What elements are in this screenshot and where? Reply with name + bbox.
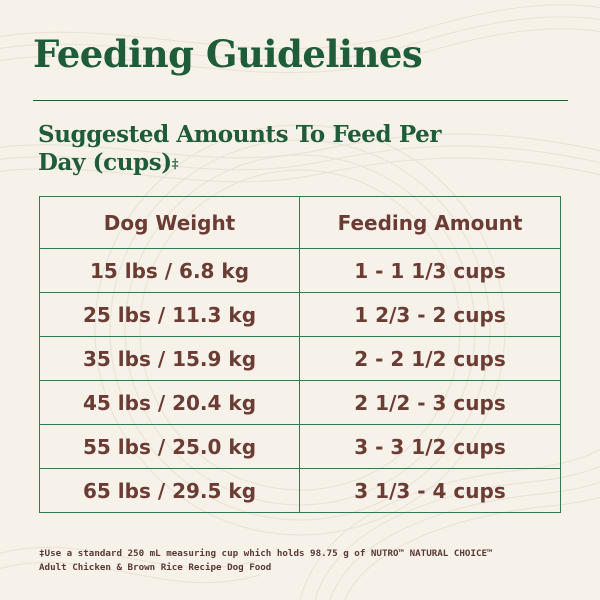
feeding-amount-cell: 1 - 1 1/3 cups [299, 248, 561, 293]
title-divider [33, 100, 568, 101]
column-header-dog-weight: Dog Weight [39, 196, 300, 249]
dog-weight-cell: 15 lbs / 6.8 kg [39, 248, 300, 293]
page-title: Feeding Guidelines [33, 32, 423, 76]
table-subtitle: Suggested Amounts To Feed Per Day (cups)… [38, 121, 458, 177]
table-row: 35 lbs / 15.9 kg 2 - 2 1/2 cups [39, 336, 561, 381]
dog-weight-cell: 45 lbs / 20.4 kg [39, 380, 300, 425]
table-row: 55 lbs / 25.0 kg 3 - 3 1/2 cups [39, 424, 561, 469]
feeding-amount-cell: 3 - 3 1/2 cups [299, 424, 561, 469]
table-header-row: Dog Weight Feeding Amount [39, 196, 561, 249]
feeding-amount-cell: 2 - 2 1/2 cups [299, 336, 561, 381]
footnote: ‡Use a standard 250 mL measuring cup whi… [39, 547, 579, 575]
table-row: 25 lbs / 11.3 kg 1 2/3 - 2 cups [39, 292, 561, 337]
footnote-line-1: ‡Use a standard 250 mL measuring cup whi… [39, 548, 493, 559]
dog-weight-cell: 55 lbs / 25.0 kg [39, 424, 300, 469]
table-row: 45 lbs / 20.4 kg 2 1/2 - 3 cups [39, 380, 561, 425]
feeding-amount-cell: 3 1/3 - 4 cups [299, 468, 561, 513]
footnote-marker: ‡ [171, 157, 179, 172]
dog-weight-cell: 65 lbs / 29.5 kg [39, 468, 300, 513]
column-header-feeding-amount: Feeding Amount [299, 196, 561, 249]
feeding-amount-cell: 2 1/2 - 3 cups [299, 380, 561, 425]
subtitle-text: Suggested Amounts To Feed Per Day (cups) [38, 121, 442, 176]
dog-weight-cell: 35 lbs / 15.9 kg [39, 336, 300, 381]
dog-weight-cell: 25 lbs / 11.3 kg [39, 292, 300, 337]
feeding-amount-cell: 1 2/3 - 2 cups [299, 292, 561, 337]
footnote-line-2: Adult Chicken & Brown Rice Recipe Dog Fo… [39, 562, 272, 573]
table-row: 15 lbs / 6.8 kg 1 - 1 1/3 cups [39, 248, 561, 293]
feeding-table: Dog Weight Feeding Amount 15 lbs / 6.8 k… [39, 196, 561, 513]
table-row: 65 lbs / 29.5 kg 3 1/3 - 4 cups [39, 468, 561, 513]
